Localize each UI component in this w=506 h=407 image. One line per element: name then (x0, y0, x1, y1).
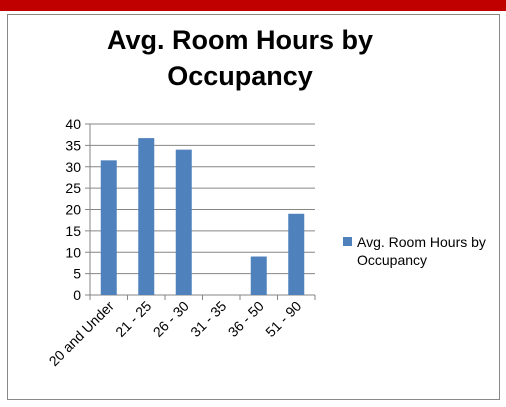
y-tick-label: 35 (65, 137, 81, 153)
bar (250, 256, 267, 295)
bar (175, 149, 192, 295)
y-tick-label: 30 (65, 159, 81, 175)
y-tick-label: 10 (65, 244, 81, 260)
bar (138, 138, 155, 295)
bar (100, 160, 117, 295)
y-tick-label: 20 (65, 202, 81, 218)
legend-label: Avg. Room Hours by Occupancy (357, 234, 486, 268)
bar (288, 213, 305, 295)
legend-swatch (343, 237, 352, 246)
y-tick-label: 40 (65, 116, 81, 132)
y-tick-label: 15 (65, 223, 81, 239)
y-tick-label: 5 (73, 266, 81, 282)
y-tick-label: 0 (73, 287, 81, 303)
y-tick-label: 25 (65, 180, 81, 196)
chart-title: Avg. Room Hours by Occupancy (106, 25, 374, 91)
header-bar (0, 0, 506, 11)
